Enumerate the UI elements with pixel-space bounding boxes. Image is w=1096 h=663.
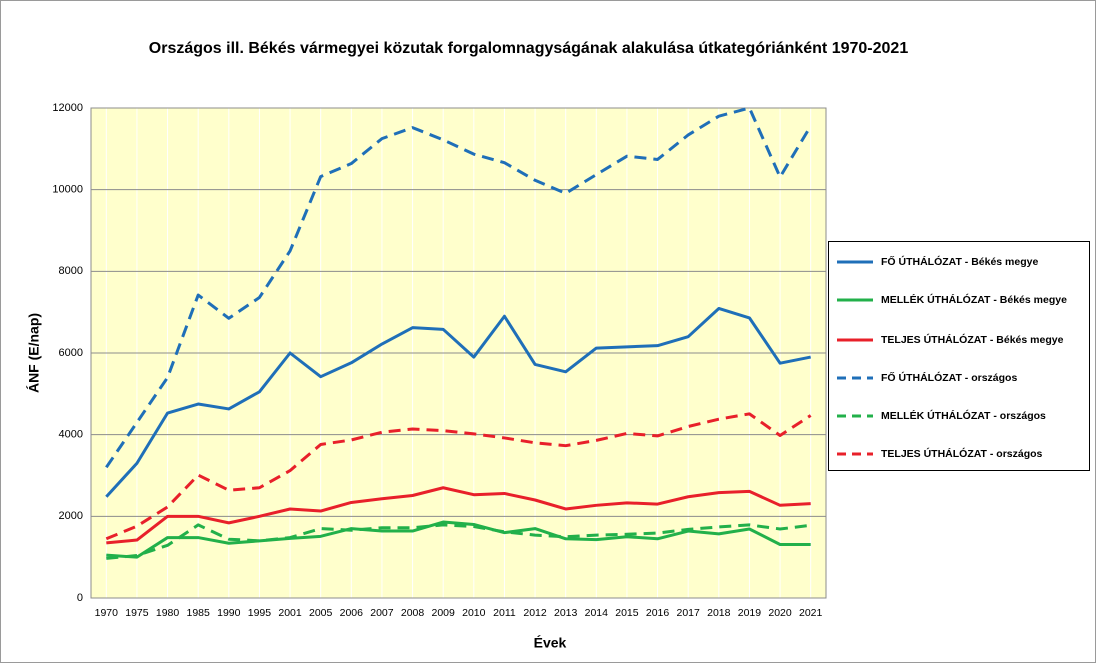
legend-item: FŐ ÚTHÁLÓZAT - országos	[835, 372, 1086, 384]
series-line	[106, 520, 811, 559]
series-line	[105, 412, 812, 541]
legend: FŐ ÚTHÁLÓZAT - Békés megye MELLÉK ÚTHÁLÓZ…	[828, 241, 1090, 471]
x-tick-label: 2009	[432, 607, 456, 619]
x-tick-label: 1990	[217, 607, 241, 619]
x-tick-label: 1985	[187, 607, 211, 619]
y-tick-label: 4000	[59, 429, 83, 441]
y-axis-label: ÁNF (E/nap)	[26, 313, 42, 393]
legend-item: FŐ ÚTHÁLÓZAT - Békés megye	[835, 256, 1086, 268]
legend-item: TELJES ÚTHÁLÓZAT - országos	[835, 448, 1086, 460]
legend-item: MELLÉK ÚTHÁLÓZAT - Békés megye	[835, 294, 1086, 306]
legend-label: FŐ ÚTHÁLÓZAT - országos	[881, 372, 1018, 384]
legend-label: TELJES ÚTHÁLÓZAT - országos	[881, 448, 1043, 460]
x-tick-label: 2021	[799, 607, 823, 619]
chart-title: Országos ill. Békés vármegyei közutak fo…	[148, 40, 909, 57]
x-tick-label: 1975	[125, 607, 149, 619]
x-tick-label: 2019	[738, 607, 762, 619]
x-tick-label: 1995	[248, 607, 272, 619]
y-tick-label: 10000	[52, 184, 83, 196]
x-tick-label: 2006	[340, 607, 364, 619]
series-line	[105, 306, 811, 498]
plot-border	[90, 107, 827, 599]
y-tick-label: 2000	[59, 510, 83, 522]
y-tick-label: 6000	[59, 347, 83, 359]
legend-swatch	[837, 414, 873, 418]
legend-swatch	[837, 452, 873, 456]
x-tick-label: 2011	[493, 607, 516, 619]
legend-label: MELLÉK ÚTHÁLÓZAT - országos	[881, 410, 1046, 422]
legend-label: FŐ ÚTHÁLÓZAT - Békés megye	[881, 256, 1039, 268]
y-tick-label: 0	[77, 592, 83, 604]
x-tick-label: 2018	[707, 607, 731, 619]
y-tick-label: 8000	[59, 265, 83, 277]
legend-item: MELLÉK ÚTHÁLÓZAT - országos	[835, 410, 1086, 422]
x-tick-label: 2014	[585, 607, 609, 619]
x-tick-label: 2012	[523, 607, 547, 619]
x-tick-label: 2017	[677, 607, 701, 619]
x-tick-label: 1970	[95, 607, 119, 619]
x-tick-label: 2016	[646, 607, 670, 619]
x-axis-label: Évek	[534, 635, 567, 651]
x-tick-label: 2007	[370, 607, 394, 619]
legend-label: MELLÉK ÚTHÁLÓZAT - Békés megye	[881, 294, 1067, 306]
legend-swatch	[837, 376, 873, 380]
x-tick-label: 2005	[309, 607, 333, 619]
x-tick-label: 2020	[768, 607, 792, 619]
series-line	[106, 486, 811, 545]
x-tick-label: 2001	[278, 607, 302, 619]
legend-item: TELJES ÚTHÁLÓZAT - Békés megye	[835, 334, 1086, 346]
x-tick-label: 2013	[554, 607, 578, 619]
x-tick-label: 1980	[156, 607, 180, 619]
legend-swatch	[837, 260, 873, 264]
series-line	[106, 523, 811, 560]
series-line	[105, 106, 812, 469]
legend-swatch	[837, 298, 873, 302]
y-tick-label: 12000	[52, 102, 83, 114]
legend-label: TELJES ÚTHÁLÓZAT - Békés megye	[881, 334, 1064, 346]
legend-swatch	[837, 338, 873, 342]
x-tick-label: 2008	[401, 607, 425, 619]
x-tick-label: 2010	[462, 607, 486, 619]
x-tick-label: 2015	[615, 607, 639, 619]
